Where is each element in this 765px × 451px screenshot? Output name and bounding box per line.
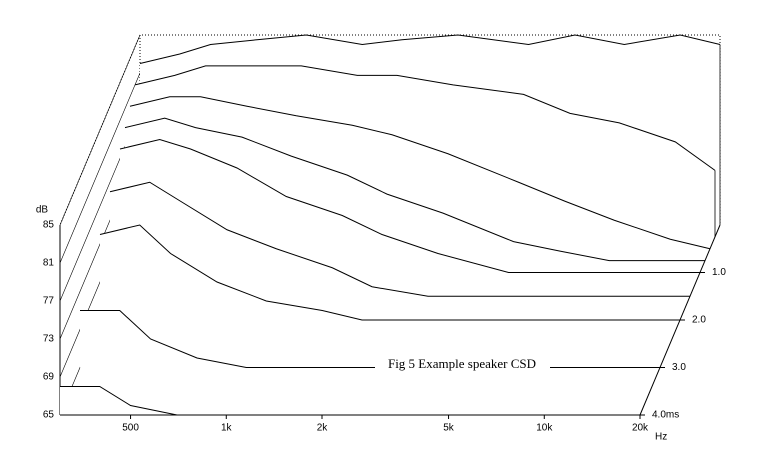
x-tick-label: 10k — [536, 423, 553, 434]
z-tick-label: 1.0 — [712, 267, 726, 278]
grid-line — [59, 72, 141, 264]
x-axis-label: Hz — [655, 432, 667, 443]
z-tick-label: 2.0 — [692, 315, 706, 326]
slice-line — [109, 181, 690, 297]
y-axis-label: dB — [36, 205, 49, 216]
x-tick-label: 1k — [221, 423, 233, 434]
slice-line — [80, 310, 660, 368]
slice-line — [124, 117, 705, 262]
y-tick-label: 85 — [43, 220, 55, 231]
title-box — [375, 356, 550, 374]
y-tick-label: 81 — [43, 258, 55, 269]
chart-title: Fig 5 Example speaker CSD — [388, 356, 536, 371]
y-tick-label: 73 — [43, 334, 55, 345]
z-tick-label: 3.0 — [672, 362, 686, 373]
z-tick-label: 4.0ms — [652, 410, 679, 421]
plot-area: 65 69 73 77 81 85 500 1k 2k 5k 10k 20k 1.0 2.0 3.0 4.0m… — [43, 34, 726, 434]
z-axis — [639, 224, 721, 416]
y-tick-label: 69 — [43, 372, 55, 383]
slice-line — [134, 65, 716, 171]
slice-line — [129, 96, 711, 250]
x-tick-label: 20k — [632, 423, 649, 434]
x-tick-label: 500 — [122, 423, 139, 434]
grid-line — [59, 34, 141, 226]
y-tick-label: 65 — [43, 410, 55, 421]
y-tick-label: 77 — [43, 296, 55, 307]
slice-line — [119, 138, 700, 273]
x-tick-label: 2k — [317, 423, 329, 434]
slice-fill — [100, 225, 680, 320]
x-tick-label: 5k — [443, 423, 455, 434]
slice-fill — [80, 310, 660, 368]
slice-line — [139, 34, 721, 64]
slice-fill — [110, 182, 690, 297]
slice-fill — [120, 139, 700, 273]
slice-line — [99, 224, 680, 321]
slice-fill — [60, 386, 640, 415]
